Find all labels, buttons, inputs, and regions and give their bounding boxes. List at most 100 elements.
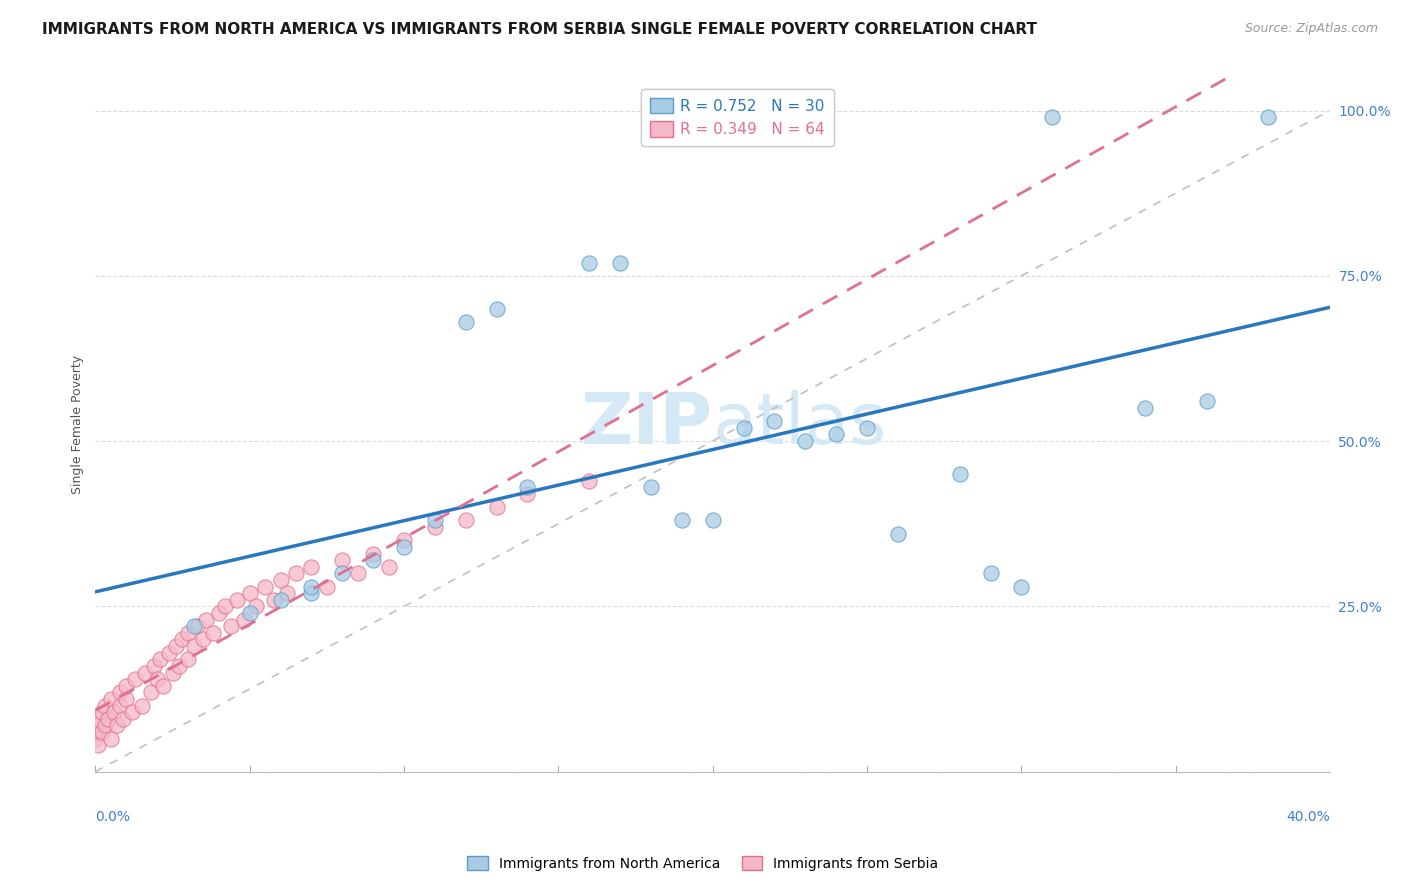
Point — [84, 731, 107, 746]
Y-axis label: Single Female Poverty: Single Female Poverty — [72, 355, 84, 494]
Point — [159, 646, 181, 660]
Text: 0.0%: 0.0% — [96, 810, 131, 824]
Point — [93, 718, 115, 732]
Point — [87, 738, 110, 752]
Point — [208, 606, 231, 620]
Point — [105, 718, 128, 732]
Point — [245, 599, 267, 614]
Point — [299, 580, 322, 594]
Point — [263, 592, 285, 607]
Point — [131, 698, 153, 713]
Point — [108, 685, 131, 699]
Point — [152, 679, 174, 693]
Point — [108, 698, 131, 713]
Text: Source: ZipAtlas.com: Source: ZipAtlas.com — [1244, 22, 1378, 36]
Point — [115, 692, 138, 706]
Point — [195, 613, 218, 627]
Point — [361, 547, 384, 561]
Point — [702, 513, 724, 527]
Point — [1195, 394, 1218, 409]
Point — [177, 625, 200, 640]
Point — [90, 725, 112, 739]
Point — [1010, 580, 1032, 594]
Point — [377, 559, 399, 574]
Point — [825, 427, 848, 442]
Point — [392, 533, 415, 548]
Point — [516, 480, 538, 494]
Point — [485, 500, 508, 515]
Point — [270, 592, 292, 607]
Point — [183, 619, 205, 633]
Point — [226, 592, 249, 607]
Point — [254, 580, 277, 594]
Point — [84, 718, 107, 732]
Point — [219, 619, 242, 633]
Point — [84, 725, 107, 739]
Point — [143, 659, 166, 673]
Point — [134, 665, 156, 680]
Text: IMMIGRANTS FROM NORTH AMERICA VS IMMIGRANTS FROM SERBIA SINGLE FEMALE POVERTY CO: IMMIGRANTS FROM NORTH AMERICA VS IMMIGRA… — [42, 22, 1038, 37]
Point — [609, 255, 631, 269]
Point — [330, 553, 353, 567]
Point — [93, 698, 115, 713]
Point — [139, 685, 162, 699]
Point — [640, 480, 662, 494]
Point — [346, 566, 368, 581]
Legend: R = 0.752   N = 30, R = 0.349   N = 64: R = 0.752 N = 30, R = 0.349 N = 64 — [641, 88, 834, 146]
Point — [733, 421, 755, 435]
Point — [177, 652, 200, 666]
Point — [454, 513, 477, 527]
Point — [578, 255, 600, 269]
Point — [103, 705, 125, 719]
Point — [763, 414, 786, 428]
Point — [115, 679, 138, 693]
Point — [87, 712, 110, 726]
Text: ZIP: ZIP — [581, 390, 713, 459]
Point — [100, 731, 122, 746]
Point — [239, 586, 262, 600]
Point — [100, 692, 122, 706]
Point — [1257, 110, 1279, 124]
Point — [454, 315, 477, 329]
Point — [330, 566, 353, 581]
Point — [485, 301, 508, 316]
Point — [949, 467, 972, 482]
Point — [97, 712, 120, 726]
Point — [270, 573, 292, 587]
Point — [112, 712, 135, 726]
Point — [979, 566, 1001, 581]
Point — [856, 421, 879, 435]
Point — [165, 639, 187, 653]
Point — [1040, 110, 1063, 124]
Point — [578, 474, 600, 488]
Point — [239, 606, 262, 620]
Point — [516, 487, 538, 501]
Legend: Immigrants from North America, Immigrants from Serbia: Immigrants from North America, Immigrant… — [461, 850, 945, 876]
Point — [193, 632, 215, 647]
Point — [90, 705, 112, 719]
Point — [146, 672, 169, 686]
Point — [285, 566, 308, 581]
Text: 40.0%: 40.0% — [1286, 810, 1330, 824]
Point — [423, 513, 446, 527]
Point — [887, 526, 910, 541]
Point — [162, 665, 184, 680]
Text: atlas: atlas — [713, 390, 887, 459]
Point — [361, 553, 384, 567]
Point — [167, 659, 190, 673]
Point — [299, 586, 322, 600]
Point — [214, 599, 236, 614]
Point — [201, 625, 224, 640]
Point — [170, 632, 193, 647]
Point — [671, 513, 693, 527]
Point — [186, 619, 208, 633]
Point — [121, 705, 143, 719]
Point — [794, 434, 817, 449]
Point — [183, 639, 205, 653]
Point — [1133, 401, 1156, 415]
Point — [315, 580, 337, 594]
Point — [276, 586, 298, 600]
Point — [124, 672, 146, 686]
Point — [392, 540, 415, 554]
Point — [423, 520, 446, 534]
